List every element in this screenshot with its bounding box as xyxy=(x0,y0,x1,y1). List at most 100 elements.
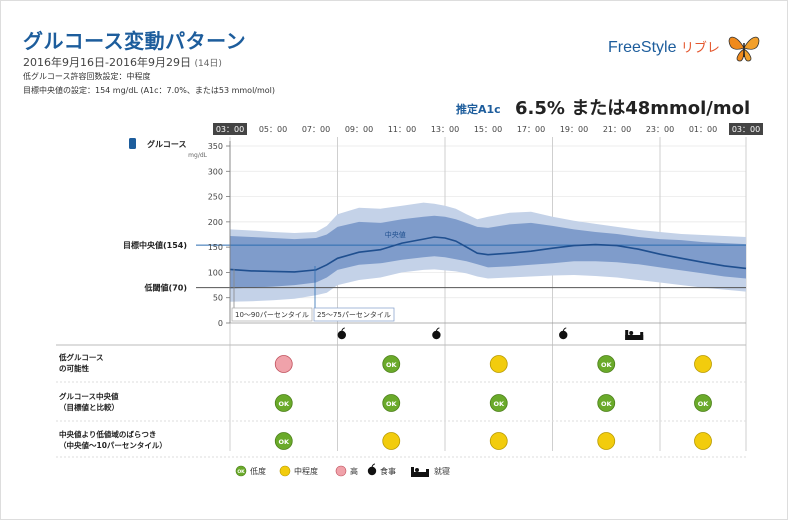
legend-sleep-icon xyxy=(411,472,429,477)
median-line xyxy=(229,236,747,273)
sleep-icon xyxy=(625,335,644,340)
legend-medium-swatch xyxy=(279,465,291,477)
hour-tick-label: 13：00 xyxy=(431,125,459,134)
legend-low-label: 低度 xyxy=(250,466,266,476)
meal-icon-stem xyxy=(562,327,567,332)
indicator-ok-label: OK xyxy=(278,438,290,446)
brand-kana: リブレ xyxy=(680,40,720,55)
hour-tick-label: 05：00 xyxy=(259,125,287,134)
hour-tick-label: 07：00 xyxy=(302,125,330,134)
callout-25-75-label: 25〜75パーセンタイル xyxy=(317,310,391,319)
indicator-row-label: （目標値と比較） xyxy=(59,402,119,412)
meal-icon-stem xyxy=(341,327,345,332)
indicator-low xyxy=(597,355,616,373)
median-annotation: 中央値 xyxy=(385,230,406,239)
percentile-25-75-band xyxy=(230,215,746,289)
indicator-low xyxy=(489,394,508,412)
indicator-ok-label: OK xyxy=(601,400,613,408)
date-range-text: 2016年9月16日-2016年9月29日 xyxy=(23,56,191,69)
brand-logo: FreeStyle リブレ xyxy=(608,37,720,57)
y-tick-label: 200 xyxy=(208,218,223,227)
indicator-low xyxy=(382,394,401,412)
indicator-medium xyxy=(597,432,616,450)
indicator-medium xyxy=(489,432,508,450)
low-threshold-label: 低閾値(70) xyxy=(144,283,187,293)
meal-icon-stem xyxy=(435,327,440,332)
callout-10-90-box xyxy=(231,307,313,322)
y-tick-label: 0 xyxy=(218,319,223,328)
hour-tick-label: 09：00 xyxy=(345,125,373,134)
y-tick-label: 350 xyxy=(208,142,223,151)
indicator-low xyxy=(274,432,293,450)
legend-sleep-icon-foot xyxy=(426,469,429,477)
indicator-row-label: 低グルコース xyxy=(58,352,103,362)
sleep-icon-foot xyxy=(640,332,644,340)
indicator-medium xyxy=(694,355,712,373)
indicator-high xyxy=(274,355,293,373)
hour-tick-label: 19：00 xyxy=(560,125,588,134)
hour-tick-label: 03：00 xyxy=(216,125,244,134)
indicator-ok-label: OK xyxy=(278,400,290,408)
y-tick-label: 100 xyxy=(208,268,223,277)
hour-tick-label: 01：00 xyxy=(689,125,717,134)
legend-meal-label: 食事 xyxy=(380,466,396,476)
y-tick-label: 150 xyxy=(208,243,223,252)
hour-tick-label: 21：00 xyxy=(603,125,631,134)
meal-icon xyxy=(559,330,568,340)
y-unit: mg/dL xyxy=(188,152,207,159)
phone-icon xyxy=(129,138,136,149)
legend-low-ok: OK xyxy=(237,469,245,475)
indicator-ok-label: OK xyxy=(601,361,613,369)
page-title: グルコース変動パターン xyxy=(23,29,247,53)
indicator-low xyxy=(694,394,712,412)
indicator-medium xyxy=(382,432,401,450)
indicator-row-label: グルコース中央値 xyxy=(59,391,119,401)
indicator-ok-label: OK xyxy=(386,361,398,369)
indicator-low xyxy=(382,355,401,373)
y-tick-label: 300 xyxy=(208,167,223,176)
hour-tick-label: 17：00 xyxy=(517,125,545,134)
butterfly-icon xyxy=(728,36,760,62)
indicator-ok-label: OK xyxy=(493,400,505,408)
indicator-row-label: 中央値より低値域のばらつき xyxy=(59,429,156,439)
indicator-medium xyxy=(694,432,712,450)
meal-icon xyxy=(337,330,346,340)
date-range: 2016年9月16日-2016年9月29日 (14日) xyxy=(23,54,222,70)
glucose-axis-label: グルコース xyxy=(147,139,186,149)
a1c-value: 6.5% または48mmol/mol xyxy=(515,98,751,119)
meal-icon xyxy=(432,330,441,340)
callout-25-75-box xyxy=(313,307,395,322)
hour-tick-label: 11：00 xyxy=(388,125,416,134)
a1c-label: 推定A1c xyxy=(456,103,501,116)
legend-meal-icon-stem xyxy=(371,463,376,468)
day-count: (14日) xyxy=(194,59,222,69)
indicator-medium xyxy=(489,355,508,373)
indicator-low xyxy=(597,394,616,412)
target-median-label: 目標中央値(154) xyxy=(123,240,187,250)
sleep-icon-pillow xyxy=(629,331,634,335)
y-tick-label: 250 xyxy=(208,193,223,202)
sleep-icon-head xyxy=(625,330,629,340)
legend-sleep-icon-pillow xyxy=(415,468,419,472)
hour-tick-label: 23：00 xyxy=(646,125,674,134)
callout-10-90-label: 10〜90パーセンタイル xyxy=(235,310,309,319)
legend-high-swatch xyxy=(335,465,347,477)
hour-tick-label: 03：00 xyxy=(732,125,760,134)
legend-low-swatch xyxy=(235,465,247,477)
hour-tick-label: 15：00 xyxy=(474,125,502,134)
legend-sleep-label: 就寝 xyxy=(434,466,450,476)
indicator-row-label: の可能性 xyxy=(59,363,89,373)
legend-high-label: 高 xyxy=(350,466,358,476)
hour-label-box xyxy=(213,123,247,135)
y-tick-label: 50 xyxy=(213,294,223,303)
indicator-ok-label: OK xyxy=(386,400,398,408)
legend-sleep-icon-head xyxy=(411,467,414,477)
indicator-low xyxy=(274,394,293,412)
legend-medium-label: 中程度 xyxy=(294,466,318,476)
median-setting: 目標中央値の設定：154 mg/dL (A1c：7.0%、または53 mmol/… xyxy=(23,86,276,95)
indicator-row-label: （中央値〜10パーセンタイル） xyxy=(59,440,167,450)
brand-name: FreeStyle xyxy=(608,39,677,56)
indicator-ok-label: OK xyxy=(698,400,710,408)
